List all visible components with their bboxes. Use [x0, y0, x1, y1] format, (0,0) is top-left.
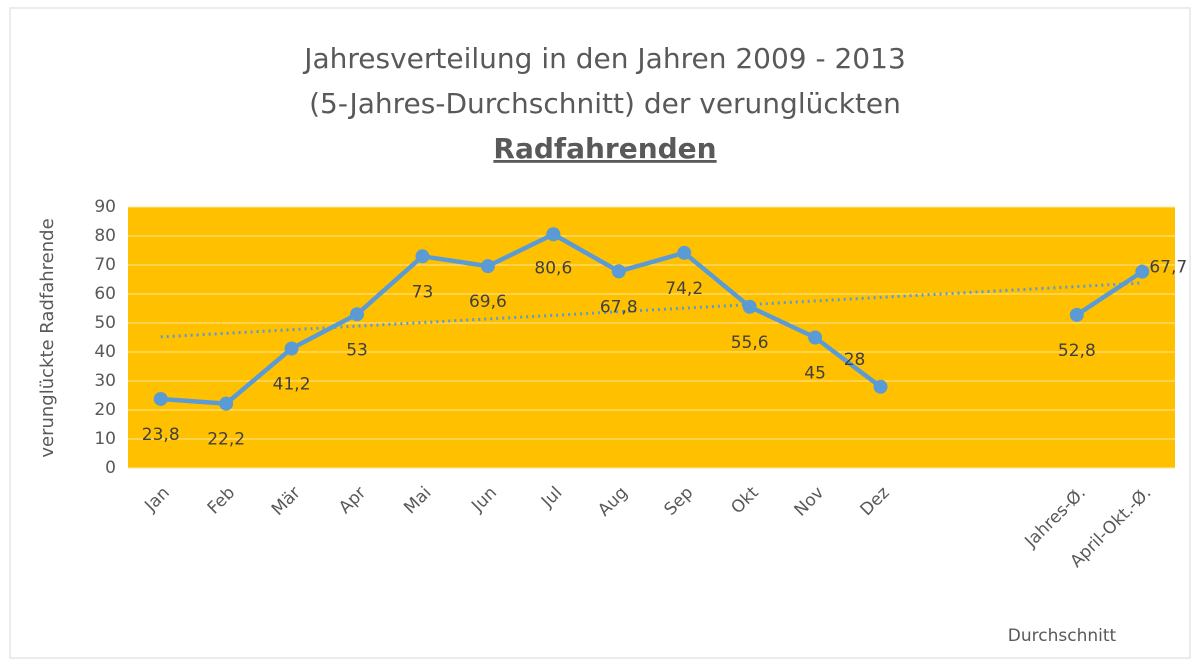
data-point — [1069, 307, 1084, 322]
data-point — [546, 227, 561, 242]
data-label: 67,8 — [600, 297, 638, 317]
data-label: 55,6 — [731, 333, 769, 353]
y-tick-label: 90 — [94, 197, 116, 217]
data-label: 74,2 — [665, 279, 703, 299]
data-point — [873, 379, 888, 394]
data-label: 22,2 — [207, 430, 245, 450]
y-axis-label: verunglückte Radfahrende — [37, 218, 58, 457]
data-point — [219, 396, 234, 411]
data-point — [415, 249, 430, 264]
y-tick-label: 80 — [94, 226, 116, 246]
data-label: 52,8 — [1058, 341, 1096, 361]
data-label: 45 — [804, 364, 826, 384]
data-label: 67,7 — [1149, 258, 1187, 278]
y-tick-label: 20 — [94, 400, 116, 420]
data-point — [611, 264, 626, 279]
data-label: 53 — [346, 340, 368, 360]
data-label: 28 — [844, 350, 866, 370]
data-label: 41,2 — [273, 375, 311, 395]
chart-title: (5-Jahres-Durchschnitt) der verunglückte… — [309, 87, 901, 120]
data-point — [284, 341, 299, 356]
data-point — [808, 330, 823, 345]
y-tick-label: 60 — [94, 284, 116, 304]
data-point — [1135, 264, 1150, 279]
data-point — [677, 245, 692, 260]
plot-area — [128, 207, 1175, 468]
chart-title: Radfahrenden — [493, 132, 716, 165]
y-tick-label: 50 — [94, 313, 116, 333]
data-label: 69,6 — [469, 292, 507, 312]
trendline — [160, 281, 1143, 339]
y-tick-label: 70 — [94, 255, 116, 275]
data-label: 23,8 — [142, 425, 180, 445]
chart-title: Jahresverteilung in den Jahren 2009 - 20… — [302, 42, 906, 75]
x-axis-label: Durchschnitt — [1008, 626, 1117, 646]
data-label: 80,6 — [534, 258, 572, 278]
y-tick-label: 0 — [105, 458, 116, 478]
data-point — [350, 307, 365, 322]
data-label: 73 — [412, 282, 434, 302]
data-point — [742, 299, 757, 314]
series-line — [160, 232, 882, 406]
data-point — [480, 259, 495, 274]
data-point — [153, 391, 168, 406]
series-line — [1075, 269, 1144, 317]
y-tick-label: 10 — [94, 429, 116, 449]
y-tick-label: 40 — [94, 342, 116, 362]
y-tick-label: 30 — [94, 371, 116, 391]
